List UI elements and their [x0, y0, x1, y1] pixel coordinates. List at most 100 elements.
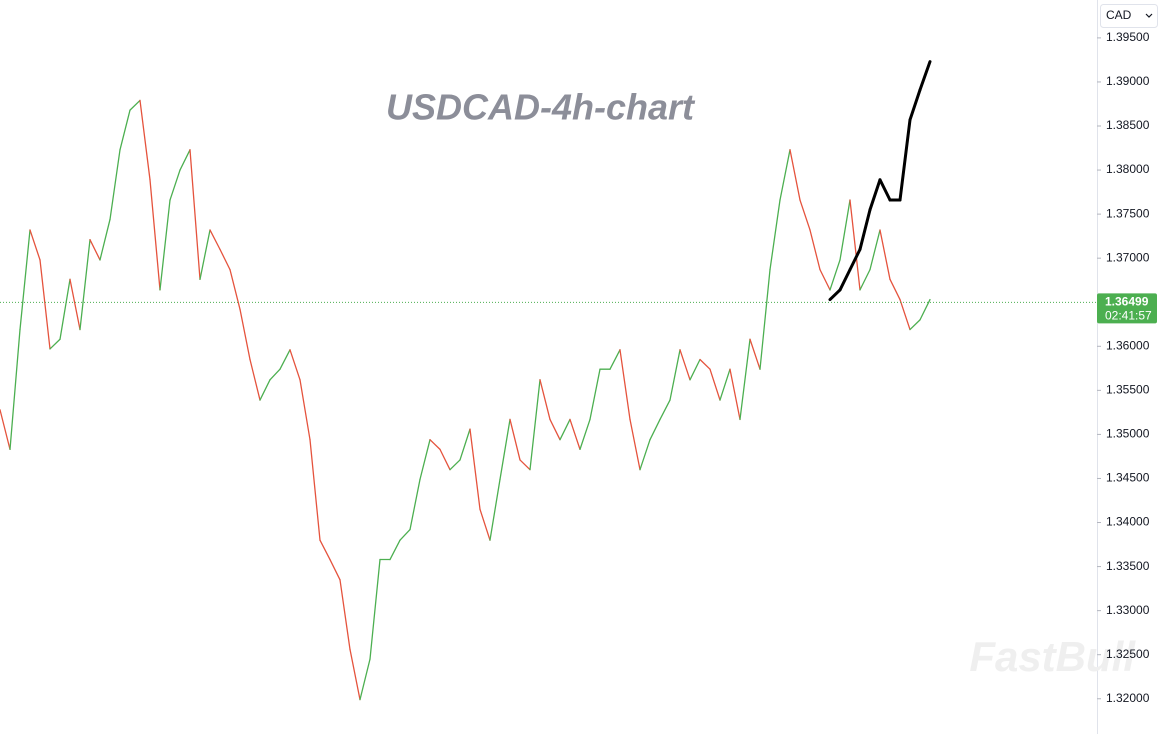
price-segment [159, 199, 171, 291]
price-segment [659, 399, 671, 421]
y-tick-label: 1.38500 [1106, 118, 1150, 132]
price-segment [289, 349, 301, 381]
price-segment [839, 199, 851, 261]
last-price-label: 1.36499 [1105, 294, 1149, 308]
price-segment [299, 379, 311, 441]
price-segment [729, 368, 741, 421]
y-tick-label: 1.37000 [1106, 250, 1150, 264]
price-segment [359, 658, 371, 701]
y-tick-label: 1.35500 [1106, 383, 1150, 397]
watermark: FastBull [969, 633, 1136, 680]
price-segment [469, 428, 481, 510]
price-segment [909, 319, 921, 331]
price-segment [848, 247, 862, 272]
price-segment [859, 268, 871, 291]
price-segment [459, 428, 471, 461]
price-segment [619, 349, 631, 421]
price-segment [179, 149, 191, 171]
price-segment [879, 229, 891, 280]
price-segment [509, 418, 521, 461]
price-segment [139, 99, 151, 181]
price-segment [819, 268, 831, 291]
price-segment [759, 268, 771, 370]
price-segment [559, 418, 571, 441]
price-segment [59, 278, 71, 340]
price-segment [849, 199, 861, 291]
price-segment [858, 208, 872, 251]
price-segment [519, 459, 531, 471]
price-segment [189, 149, 201, 280]
price-segment [829, 259, 841, 291]
price-segment [779, 149, 791, 201]
price-segment [679, 349, 691, 381]
price-segment [689, 358, 701, 381]
chart-title: USDCAD-4h-chart [386, 87, 696, 128]
price-series [0, 60, 932, 701]
price-segment [709, 368, 721, 401]
price-segment [828, 288, 842, 302]
price-segment [199, 229, 211, 280]
price-segment [219, 248, 231, 271]
price-segment [49, 338, 61, 350]
price-segment [269, 368, 281, 381]
price-segment [29, 229, 41, 261]
price-segment [319, 539, 331, 561]
price-segment [339, 579, 351, 651]
price-segment [699, 358, 711, 370]
price-segment [129, 99, 141, 111]
price-segment [229, 268, 241, 310]
y-tick-label: 1.38000 [1106, 162, 1150, 176]
price-segment [899, 298, 911, 331]
price-segment [99, 218, 111, 261]
y-tick-label: 1.34000 [1106, 515, 1150, 529]
price-segment [279, 349, 291, 370]
price-segment [69, 278, 81, 331]
price-segment [419, 439, 431, 480]
price-segment [838, 268, 852, 292]
price-segment [629, 418, 641, 471]
last-price-box [1097, 293, 1157, 324]
price-segment [908, 88, 922, 122]
price-segment [549, 418, 561, 441]
price-segment [109, 149, 121, 221]
chevron[interactable] [1145, 13, 1153, 18]
price-segment [898, 118, 912, 202]
currency-label[interactable]: CAD [1106, 8, 1132, 22]
price-segment [609, 349, 621, 370]
price-segment [409, 478, 421, 531]
price-segment [769, 199, 781, 271]
price-segment [749, 338, 761, 370]
currency-select[interactable]: CAD [1100, 4, 1158, 28]
y-tick-label: 1.33500 [1106, 559, 1150, 573]
countdown: 02:41:57 [1105, 308, 1152, 322]
y-tick-label: 1.33000 [1106, 603, 1150, 617]
price-segment [889, 278, 901, 301]
y-tick-label: 1.37500 [1106, 206, 1150, 220]
price-segment [119, 109, 131, 151]
price-segment [919, 298, 931, 321]
price-segment [9, 328, 21, 451]
price-segment [149, 179, 161, 291]
y-tick-label: 1.32500 [1106, 647, 1150, 661]
price-segment [399, 528, 411, 541]
price-segment [499, 418, 511, 480]
price-segment [0, 409, 11, 451]
y-tick-label: 1.35000 [1106, 427, 1150, 441]
price-segment [429, 439, 441, 451]
price-segment [589, 368, 601, 421]
y-tick-label: 1.39000 [1106, 74, 1150, 88]
price-segment [369, 558, 381, 660]
price-segment [169, 169, 181, 201]
price-segment [209, 229, 221, 251]
price-segment [649, 418, 661, 441]
price-segment [539, 379, 551, 421]
price-segment [489, 478, 501, 541]
price-segment [89, 239, 101, 261]
price-segment [639, 439, 651, 471]
price-segment [799, 199, 811, 231]
price-segment [878, 178, 892, 202]
currency-box[interactable] [1100, 4, 1158, 28]
